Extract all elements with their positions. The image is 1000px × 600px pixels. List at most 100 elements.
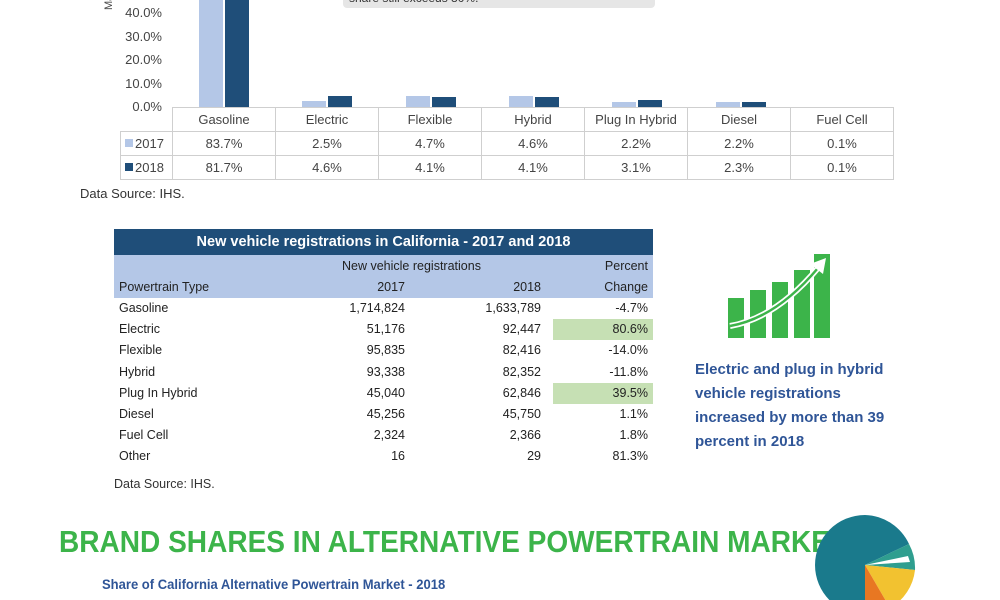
powertrain-type-cell: Flexible [119, 343, 163, 358]
category-label: Diesel [687, 107, 791, 132]
brand-shares-heading: BRAND SHARES IN ALTERNATIVE POWERTRAIN M… [59, 524, 848, 559]
data-label: 4.7% [378, 131, 482, 156]
header-2017: 2017 [377, 280, 405, 294]
percent-change-cell: 80.6% [553, 319, 653, 341]
percent-change-cell: 39.5% [553, 382, 653, 404]
category-label: Fuel Cell [790, 107, 894, 132]
registrations-2017-cell: 93,338 [366, 364, 405, 379]
category-label: Plug In Hybrid [584, 107, 688, 132]
registrations-2018-cell: 1,633,789 [485, 301, 541, 315]
registrations-2017-cell: 51,176 [366, 322, 405, 337]
bar-2018-electric [328, 96, 353, 107]
category-label: Hybrid [481, 107, 585, 132]
registrations-2017-cell: 1,714,824 [349, 301, 405, 315]
registrations-2018-cell: 2,366 [509, 428, 541, 443]
brand-shares-subheading: Share of California Alternative Powertra… [102, 576, 446, 592]
table-row: Other 16 29 81.3% [114, 446, 653, 467]
registrations-table: New vehicle registrations in California … [114, 229, 653, 468]
bar-2018-gasoline [225, 0, 249, 107]
data-label: 3.1% [584, 155, 688, 180]
percent-change-cell: -14.0% [608, 343, 648, 358]
percent-change-cell: -11.8% [609, 364, 648, 379]
registrations-table-title: New vehicle registrations in California … [114, 229, 653, 255]
brand-share-pie-chart [815, 515, 916, 600]
powertrain-type-cell: Hybrid [119, 364, 156, 379]
registrations-2018-cell: 45,750 [502, 406, 541, 421]
powertrain-type-cell: Electric [119, 322, 160, 337]
y-tick-label: 30.0% [125, 28, 162, 44]
bar-2017-flexible [405, 95, 430, 107]
registrations-2018-cell: 29 [527, 449, 541, 464]
category-row: Gasoline Electric Flexible Hybrid Plug In Hy… [120, 107, 894, 132]
registrations-2017-cell: 45,256 [366, 406, 405, 421]
data-label: 4.6% [275, 155, 379, 180]
table-row: Diesel 45,256 45,750 1.1% [114, 404, 653, 425]
registration-growth-note: Electric and plug in hybrid vehicle regi… [695, 361, 885, 450]
data-label: 81.7% [172, 155, 276, 180]
chart-data-source: Data Source: IHS. [80, 186, 185, 201]
bar-2018-hybrid [534, 97, 559, 107]
header-group-label: New vehicle registrations [342, 259, 481, 273]
legend-2018: 2018 [120, 155, 173, 180]
category-label: Electric [275, 107, 379, 132]
registrations-2018-cell: 82,416 [502, 343, 541, 358]
table-row: Hybrid 93,338 82,352 -11.8% [114, 362, 653, 383]
data-label: 83.7% [172, 131, 276, 156]
bar-2017-plug-in-hybrid [612, 101, 637, 107]
y-tick-label: 20.0% [125, 52, 162, 67]
category-label: Gasoline [172, 107, 276, 132]
chart-data-table: Gasoline Electric Flexible Hybrid Plug In Hy… [120, 107, 894, 180]
registrations-2017-cell: 2,324 [373, 428, 405, 443]
data-label: 2.3% [687, 155, 791, 180]
data-label: 2.2% [584, 131, 688, 156]
bar-2018-flexible [431, 97, 456, 107]
header-powertrain-type: Powertrain Type [119, 280, 210, 294]
chart-callout: share still exceeds 80%. [343, 0, 655, 8]
registrations-table-body: Gasoline 1,714,824 1,633,789 -4.7% Electric 5… [114, 298, 653, 468]
data-label: 0.1% [790, 131, 894, 156]
powertrain-type-cell: Fuel Cell [119, 428, 169, 443]
data-label: 4.1% [378, 155, 482, 180]
series-2017-row: 2017 83.7% 2.5% 4.7% 4.6% 2.2% 2.2% 0.1% [120, 131, 894, 156]
y-tick-label: 40.0% [125, 5, 162, 20]
percent-change-cell: 81.3% [612, 449, 648, 464]
category-label: Flexible [378, 107, 482, 132]
registrations-table-header: New vehicle registrations Percent Powert… [114, 255, 653, 298]
header-change: Change [604, 280, 648, 294]
legend-swatch-2017 [125, 139, 133, 147]
powertrain-type-cell: Plug In Hybrid [119, 385, 198, 400]
registrations-data-source: Data Source: IHS. [114, 477, 215, 491]
market-share-chart: Market 0.0%10.0%20.0%30.0%40.0% share st… [0, 0, 1000, 190]
registrations-2017-cell: 95,835 [366, 343, 405, 358]
percent-change-cell: 1.1% [619, 406, 649, 421]
data-label: 4.6% [481, 131, 585, 156]
data-label: 0.1% [790, 155, 894, 180]
table-row: Gasoline 1,714,824 1,633,789 -4.7% [114, 298, 653, 319]
registrations-2017-cell: 16 [391, 449, 405, 464]
bar-2018-diesel [741, 101, 766, 107]
growth-chart-icon [728, 254, 830, 338]
data-label: 2.2% [687, 131, 791, 156]
registrations-2017-cell: 45,040 [366, 385, 405, 400]
registrations-2018-cell: 62,846 [502, 385, 541, 400]
bar-2017-gasoline [199, 0, 223, 107]
legend-2017: 2017 [120, 131, 173, 156]
table-row: Electric 51,176 92,447 80.6% [114, 319, 653, 341]
bar-2018-plug-in-hybrid [638, 99, 663, 107]
header-percent: Percent [604, 259, 648, 273]
table-row: Plug In Hybrid 45,040 62,846 39.5% [114, 382, 653, 404]
bar-2017-electric [302, 101, 327, 107]
powertrain-type-cell: Other [119, 449, 151, 464]
table-row: Fuel Cell 2,324 2,366 1.8% [114, 425, 653, 446]
registrations-2018-cell: 92,447 [502, 322, 541, 337]
series-2018-row: 2018 81.7% 4.6% 4.1% 4.1% 3.1% 2.3% 0.1% [120, 155, 894, 180]
table-row: Flexible 95,835 82,416 -14.0% [114, 340, 653, 361]
data-label: 2.5% [275, 131, 379, 156]
percent-change-cell: -4.7% [615, 301, 648, 315]
bar-2017-hybrid [508, 96, 533, 107]
powertrain-type-cell: Diesel [119, 406, 154, 421]
legend-swatch-2018 [125, 163, 133, 171]
powertrain-type-cell: Gasoline [119, 301, 169, 315]
y-tick-label: 10.0% [125, 75, 162, 91]
percent-change-cell: 1.8% [619, 428, 649, 443]
